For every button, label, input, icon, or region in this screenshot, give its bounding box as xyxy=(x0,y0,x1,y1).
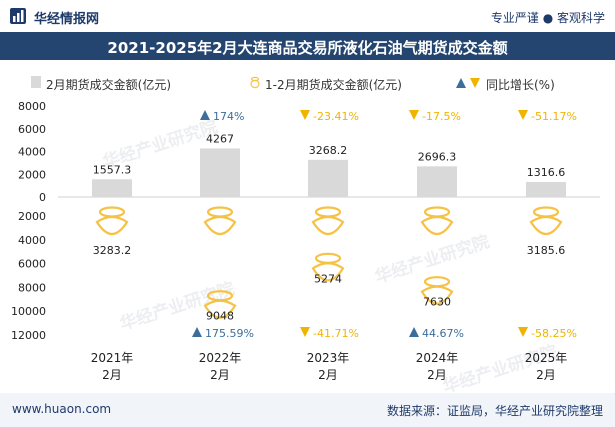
huajing-logo-icon xyxy=(10,8,26,24)
top-bar: 华经情报网 专业严谨 ● 客观科学 xyxy=(0,0,615,32)
growth-ytd-label: 175.59% xyxy=(205,327,254,340)
y-tick-label: 8000 xyxy=(18,100,46,113)
legend-label-ytd: 1-2月期货成交金额(亿元) xyxy=(265,78,402,92)
footer-source: 数据来源：证监局，华经产业研究院整理 xyxy=(386,404,603,418)
title-bar: 2021-2025年2月大连商品交易所液化石油气期货成交金额 xyxy=(0,32,615,60)
y-tick-label: 0 xyxy=(39,191,46,204)
growth-ytd-label: -41.71% xyxy=(313,327,359,340)
x-category-label: 2月 xyxy=(427,368,447,382)
growth-feb-label: 174% xyxy=(213,110,244,123)
growth-feb-label: -51.17% xyxy=(531,110,577,123)
growth-feb-label: -17.5% xyxy=(422,110,461,123)
pot-value-label: 7630 xyxy=(423,296,451,309)
legend-label-feb: 2月期货成交金额(亿元) xyxy=(46,78,171,92)
y-tick-label: 4000 xyxy=(18,234,46,247)
x-category-label: 2月 xyxy=(210,368,230,382)
legend-coin-icon xyxy=(250,76,260,89)
pot-value-label: 3185.6 xyxy=(527,244,566,257)
legend-label-growth: 同比增长(%) xyxy=(486,78,555,92)
coin-pot-icon xyxy=(420,206,454,305)
coin-pot-icon xyxy=(529,206,563,236)
x-category-label: 2024年 xyxy=(416,351,459,365)
y-tick-label: 8000 xyxy=(18,281,46,294)
bar-value-label: 3268.2 xyxy=(309,144,348,157)
bar-value-label: 1316.6 xyxy=(527,166,566,179)
growth-down-icon xyxy=(300,327,310,337)
growth-ytd-label: -58.25% xyxy=(531,327,577,340)
x-category-label: 2025年 xyxy=(525,351,568,365)
logo-text: 华经情报网 xyxy=(34,12,100,27)
x-category-label: 2021年 xyxy=(91,351,134,365)
x-category-label: 2月 xyxy=(318,368,338,382)
growth-down-icon xyxy=(518,110,528,120)
legend: 2月期货成交金额(亿元) 1-2月期货成交金额(亿元) 同比增长(%) xyxy=(0,62,615,96)
y-tick-label: 6000 xyxy=(18,258,46,271)
bar-value-label: 1557.3 xyxy=(93,163,132,176)
x-category-label: 2月 xyxy=(536,368,556,382)
pot-value-label: 3283.2 xyxy=(93,244,132,257)
bar-feb xyxy=(308,159,348,197)
bar-value-label: 4267 xyxy=(206,132,234,145)
growth-down-icon xyxy=(518,327,528,337)
coin-pot-icon xyxy=(95,206,129,236)
growth-down-icon xyxy=(300,110,310,120)
coin-pot-icon xyxy=(203,206,237,319)
bar-feb xyxy=(417,166,457,197)
legend-growth-icon xyxy=(456,78,480,88)
x-category-label: 2月 xyxy=(102,368,122,382)
y-tick-label: 4000 xyxy=(18,146,46,159)
pot-value-label: 5274 xyxy=(314,272,342,285)
chart-title: 2021-2025年2月大连商品交易所液化石油气期货成交金额 xyxy=(107,39,508,57)
y-tick-label: 6000 xyxy=(18,123,46,136)
y-tick-label: 10000 xyxy=(11,305,46,318)
growth-up-icon xyxy=(200,110,210,120)
footer-url[interactable]: www.huaon.com xyxy=(12,402,112,416)
bar-value-label: 2696.3 xyxy=(418,150,457,163)
bar-feb xyxy=(200,148,240,197)
x-category-label: 2022年 xyxy=(199,351,242,365)
growth-down-icon xyxy=(409,110,419,120)
footer: www.huaon.com 数据来源：证监局，华经产业研究院整理 xyxy=(0,393,615,427)
bar-feb xyxy=(92,179,132,197)
pot-value-label: 9048 xyxy=(206,310,234,323)
slogan: 专业严谨 ● 客观科学 xyxy=(490,11,605,25)
growth-ytd-label: 44.67% xyxy=(422,327,464,340)
x-category-label: 2023年 xyxy=(307,351,350,365)
growth-up-icon xyxy=(409,327,419,337)
y-tick-label: 2000 xyxy=(18,168,46,181)
legend-bar-swatch xyxy=(31,76,41,88)
growth-feb-label: -23.41% xyxy=(313,110,359,123)
y-tick-label: 12000 xyxy=(11,329,46,342)
growth-up-icon xyxy=(192,327,202,337)
chart-area: 8000 6000 4000 2000 0 2000 4000 6000 8000 10000 12… xyxy=(11,100,600,382)
coin-pot-icon xyxy=(311,206,345,282)
y-tick-label: 2000 xyxy=(18,210,46,223)
bar-feb xyxy=(526,182,566,197)
